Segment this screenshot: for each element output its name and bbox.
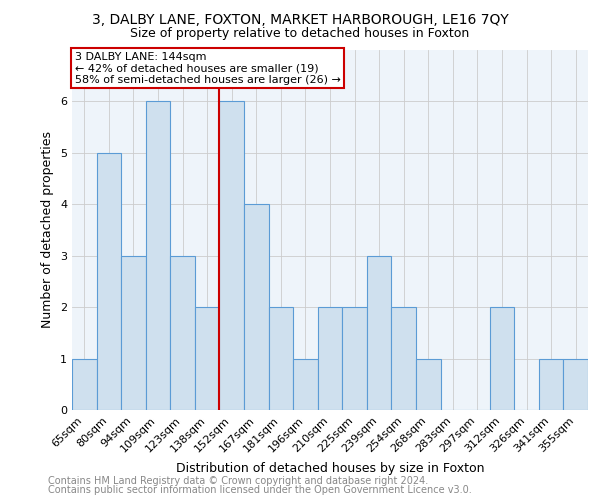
Bar (416, 358, 440, 410)
Text: Contains HM Land Registry data © Crown copyright and database right 2024.: Contains HM Land Registry data © Crown c… (48, 476, 428, 486)
Y-axis label: Number of detached properties: Number of detached properties (41, 132, 55, 328)
Bar (318, 307, 342, 410)
Text: 3 DALBY LANE: 144sqm
← 42% of detached houses are smaller (19)
58% of semi-detac: 3 DALBY LANE: 144sqm ← 42% of detached h… (74, 52, 340, 85)
Bar (367, 256, 391, 410)
Bar (121, 256, 146, 410)
X-axis label: Distribution of detached houses by size in Foxton: Distribution of detached houses by size … (176, 462, 484, 475)
Text: Size of property relative to detached houses in Foxton: Size of property relative to detached ho… (130, 28, 470, 40)
Bar (342, 307, 367, 410)
Bar (490, 307, 514, 410)
Bar (539, 358, 563, 410)
Bar (97, 153, 121, 410)
Bar (72, 358, 97, 410)
Bar (563, 358, 588, 410)
Bar (244, 204, 269, 410)
Bar (220, 102, 244, 410)
Bar (269, 307, 293, 410)
Bar (391, 307, 416, 410)
Text: Contains public sector information licensed under the Open Government Licence v3: Contains public sector information licen… (48, 485, 472, 495)
Bar (293, 358, 318, 410)
Bar (170, 256, 195, 410)
Text: 3, DALBY LANE, FOXTON, MARKET HARBOROUGH, LE16 7QY: 3, DALBY LANE, FOXTON, MARKET HARBOROUGH… (92, 12, 508, 26)
Bar (195, 307, 220, 410)
Bar (146, 102, 170, 410)
